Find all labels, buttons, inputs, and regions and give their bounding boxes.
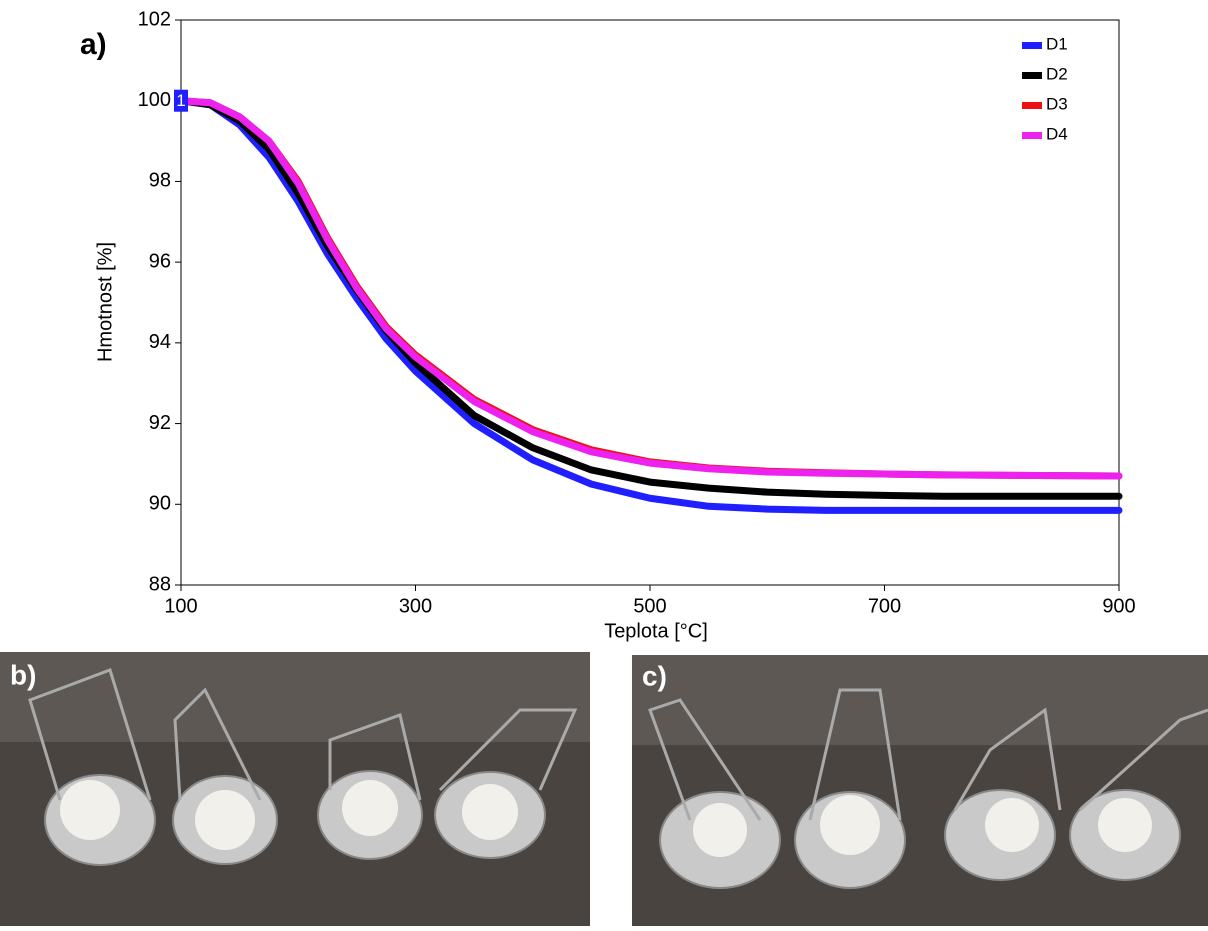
legend-label: D1 (1046, 34, 1068, 53)
photo-c: c) (632, 655, 1208, 926)
line-series (177, 97, 1123, 480)
x-tick-label: 100 (164, 595, 197, 617)
x-tick-label: 700 (868, 595, 901, 617)
line-series (177, 97, 1123, 514)
y-axis-label: Hmotnost [%] (94, 242, 116, 362)
legend-swatch (1022, 72, 1042, 79)
x-tick-label: 900 (1102, 595, 1135, 617)
legend-label: D4 (1046, 124, 1068, 143)
y-tick-label: 90 (149, 493, 171, 515)
legend-swatch (1022, 102, 1042, 109)
legend-label: D2 (1046, 64, 1068, 83)
x-axis-label: Teplota [°C] (604, 620, 708, 642)
y-tick-label: 98 (149, 170, 171, 192)
annotation-box (174, 89, 188, 112)
line-series (177, 97, 1123, 480)
photo-b: b) (0, 652, 590, 926)
y-tick-label: 102 (138, 8, 171, 30)
legend-label: D3 (1046, 94, 1068, 113)
y-tick-label: 100 (138, 89, 171, 111)
line-series (177, 97, 1123, 500)
x-tick-label: 500 (633, 595, 666, 617)
y-tick-label: 96 (149, 250, 171, 272)
panel-label: b) (10, 659, 36, 690)
annotation: 1 (176, 91, 185, 110)
y-tick-label: 92 (149, 412, 171, 434)
panel-label: c) (642, 660, 667, 691)
x-tick-label: 300 (399, 595, 432, 617)
y-tick-label: 88 (149, 573, 171, 595)
y-tick-label: 94 (149, 331, 171, 353)
legend-swatch (1022, 132, 1042, 139)
panel-label: a) (80, 28, 107, 61)
legend-swatch (1022, 42, 1042, 49)
